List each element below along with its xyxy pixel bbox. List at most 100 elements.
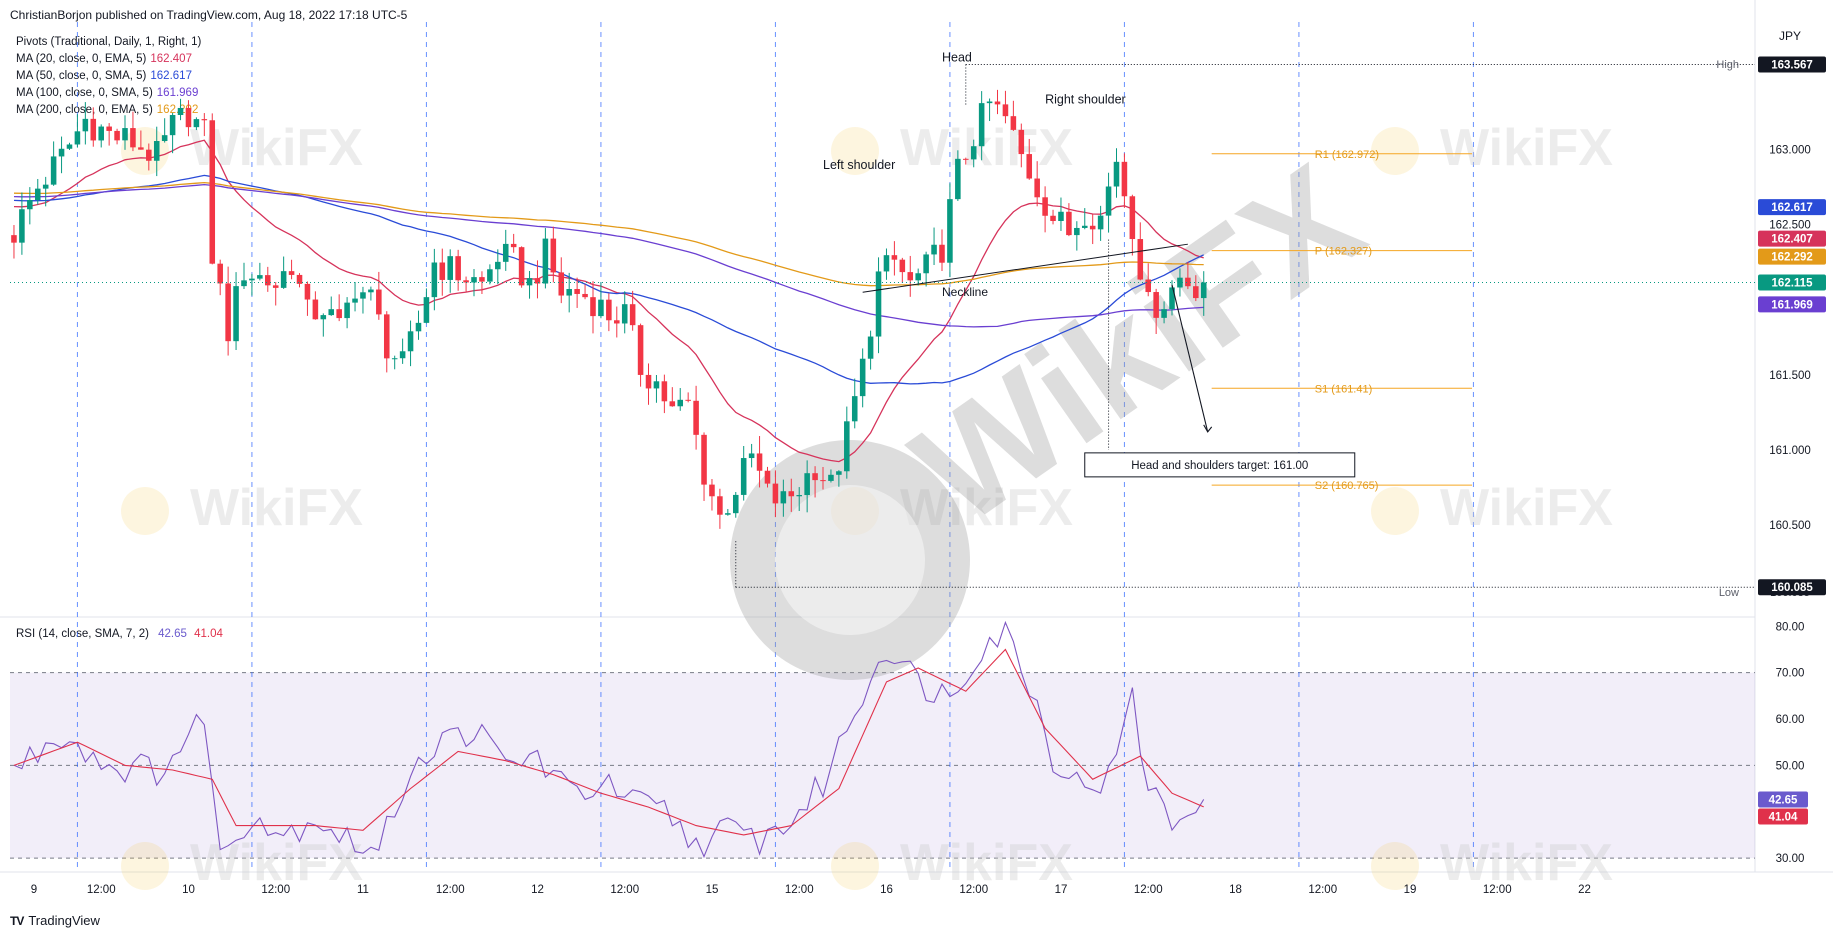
candle — [875, 257, 882, 354]
time-tick-label: 9 — [31, 884, 37, 896]
candle-body — [138, 147, 144, 150]
candle — [114, 128, 120, 145]
candle-body — [106, 126, 112, 131]
candle-body — [732, 494, 739, 514]
candle-body — [510, 243, 517, 248]
price-tag-bg — [1758, 274, 1826, 291]
candle-body — [1010, 116, 1017, 130]
candle — [1105, 172, 1112, 233]
candle-body — [606, 299, 612, 321]
legend-label: MA (200, close, 0, EMA, 5) — [16, 104, 153, 116]
candle-body — [447, 256, 453, 280]
legend-row-pivots[interactable]: Pivots (Traditional, Daily, 1, Right, 1) — [16, 34, 201, 51]
time-tick-label: 12:00 — [1134, 884, 1163, 896]
candle-body — [487, 269, 493, 282]
candle — [820, 466, 826, 490]
candle — [1058, 197, 1064, 231]
legend-row-ema20[interactable]: MA (20, close, 0, EMA, 5) 162.407 — [16, 51, 201, 68]
candle — [804, 460, 810, 513]
candle-body — [796, 495, 802, 497]
candle — [867, 330, 874, 370]
rsi-sma-legend-value: 41.04 — [194, 628, 223, 640]
candle-body — [598, 299, 604, 317]
watermark-text: WikiFX — [1440, 119, 1613, 177]
rsi-legend-label: RSI (14, close, SMA, 7, 2) — [16, 628, 149, 640]
time-tick-label: 12 — [531, 884, 544, 896]
candle — [193, 117, 200, 131]
legend-row-sma50[interactable]: MA (50, close, 0, SMA, 5) 162.617 — [16, 68, 201, 85]
candle-body — [463, 280, 469, 283]
candle — [336, 294, 342, 322]
candle-body — [907, 272, 914, 281]
neckline-label: Neckline — [942, 285, 988, 299]
candle — [185, 100, 192, 137]
price-tag: 160.085 — [1758, 579, 1826, 596]
candle-body — [955, 158, 961, 200]
candle — [518, 246, 525, 288]
legend-row-sma100[interactable]: MA (100, close, 0, SMA, 5) 161.969 — [16, 85, 201, 102]
candle-body — [280, 271, 287, 288]
candle-body — [225, 283, 231, 342]
candle-body — [859, 358, 866, 397]
candle — [645, 363, 652, 405]
candle-body — [542, 238, 549, 284]
right-shoulder-label: Right shoulder — [1045, 93, 1126, 107]
watermark-text: WikiFX — [1440, 834, 1613, 892]
candle — [130, 111, 136, 152]
candle — [907, 255, 914, 297]
candle — [42, 176, 49, 207]
candle-body — [637, 325, 644, 375]
watermark-icon — [1371, 842, 1419, 890]
price-tag-text: 162.407 — [1771, 234, 1813, 246]
candle — [288, 259, 295, 280]
price-tick-label: 161.000 — [1769, 445, 1811, 457]
candle-body — [1200, 282, 1207, 299]
candle — [653, 374, 660, 403]
candle-body — [1185, 277, 1191, 287]
candle-body — [1050, 215, 1056, 221]
candle-body — [383, 314, 390, 359]
candle-body — [844, 421, 850, 472]
time-tick-label: 12:00 — [959, 884, 988, 896]
candle — [58, 136, 65, 174]
candle — [399, 338, 406, 364]
candle — [407, 320, 414, 367]
candle-body — [114, 130, 120, 141]
watermark-icon — [1371, 487, 1419, 535]
candle-body — [867, 336, 874, 359]
candle — [423, 288, 430, 324]
candle — [836, 470, 842, 487]
candle-body — [661, 381, 668, 402]
candle — [66, 142, 73, 150]
price-tag: 162.617 — [1758, 199, 1826, 216]
candle — [614, 306, 620, 338]
tradingview-brand[interactable]: TV TradingView — [10, 913, 100, 928]
price-tag-text: 162.292 — [1771, 252, 1813, 264]
price-tag: 162.407 — [1758, 230, 1826, 247]
candle-body — [963, 158, 969, 160]
candle-body — [328, 309, 335, 316]
candle — [90, 107, 97, 147]
candle — [209, 113, 216, 265]
price-tag-text: 163.567 — [1771, 59, 1813, 71]
candle — [257, 262, 263, 281]
candle — [701, 432, 707, 501]
rsi-legend[interactable]: RSI (14, close, SMA, 7, 2) 42.65 41.04 — [16, 628, 223, 640]
candle — [772, 470, 779, 518]
candle-body — [772, 483, 779, 504]
candle — [574, 277, 580, 308]
candle — [1018, 123, 1025, 168]
price-tag-text: 161.969 — [1771, 299, 1813, 311]
watermark-icon — [1371, 127, 1419, 175]
candle — [233, 272, 239, 350]
price-tick-label: 163.000 — [1769, 145, 1811, 157]
candle-body — [352, 298, 358, 303]
rsi-tag-bg — [1758, 808, 1808, 825]
candle-body — [304, 283, 311, 300]
candle-body — [653, 381, 660, 389]
candle — [780, 479, 787, 517]
candle-body — [717, 496, 723, 515]
candle — [851, 378, 858, 429]
candle — [241, 262, 247, 290]
